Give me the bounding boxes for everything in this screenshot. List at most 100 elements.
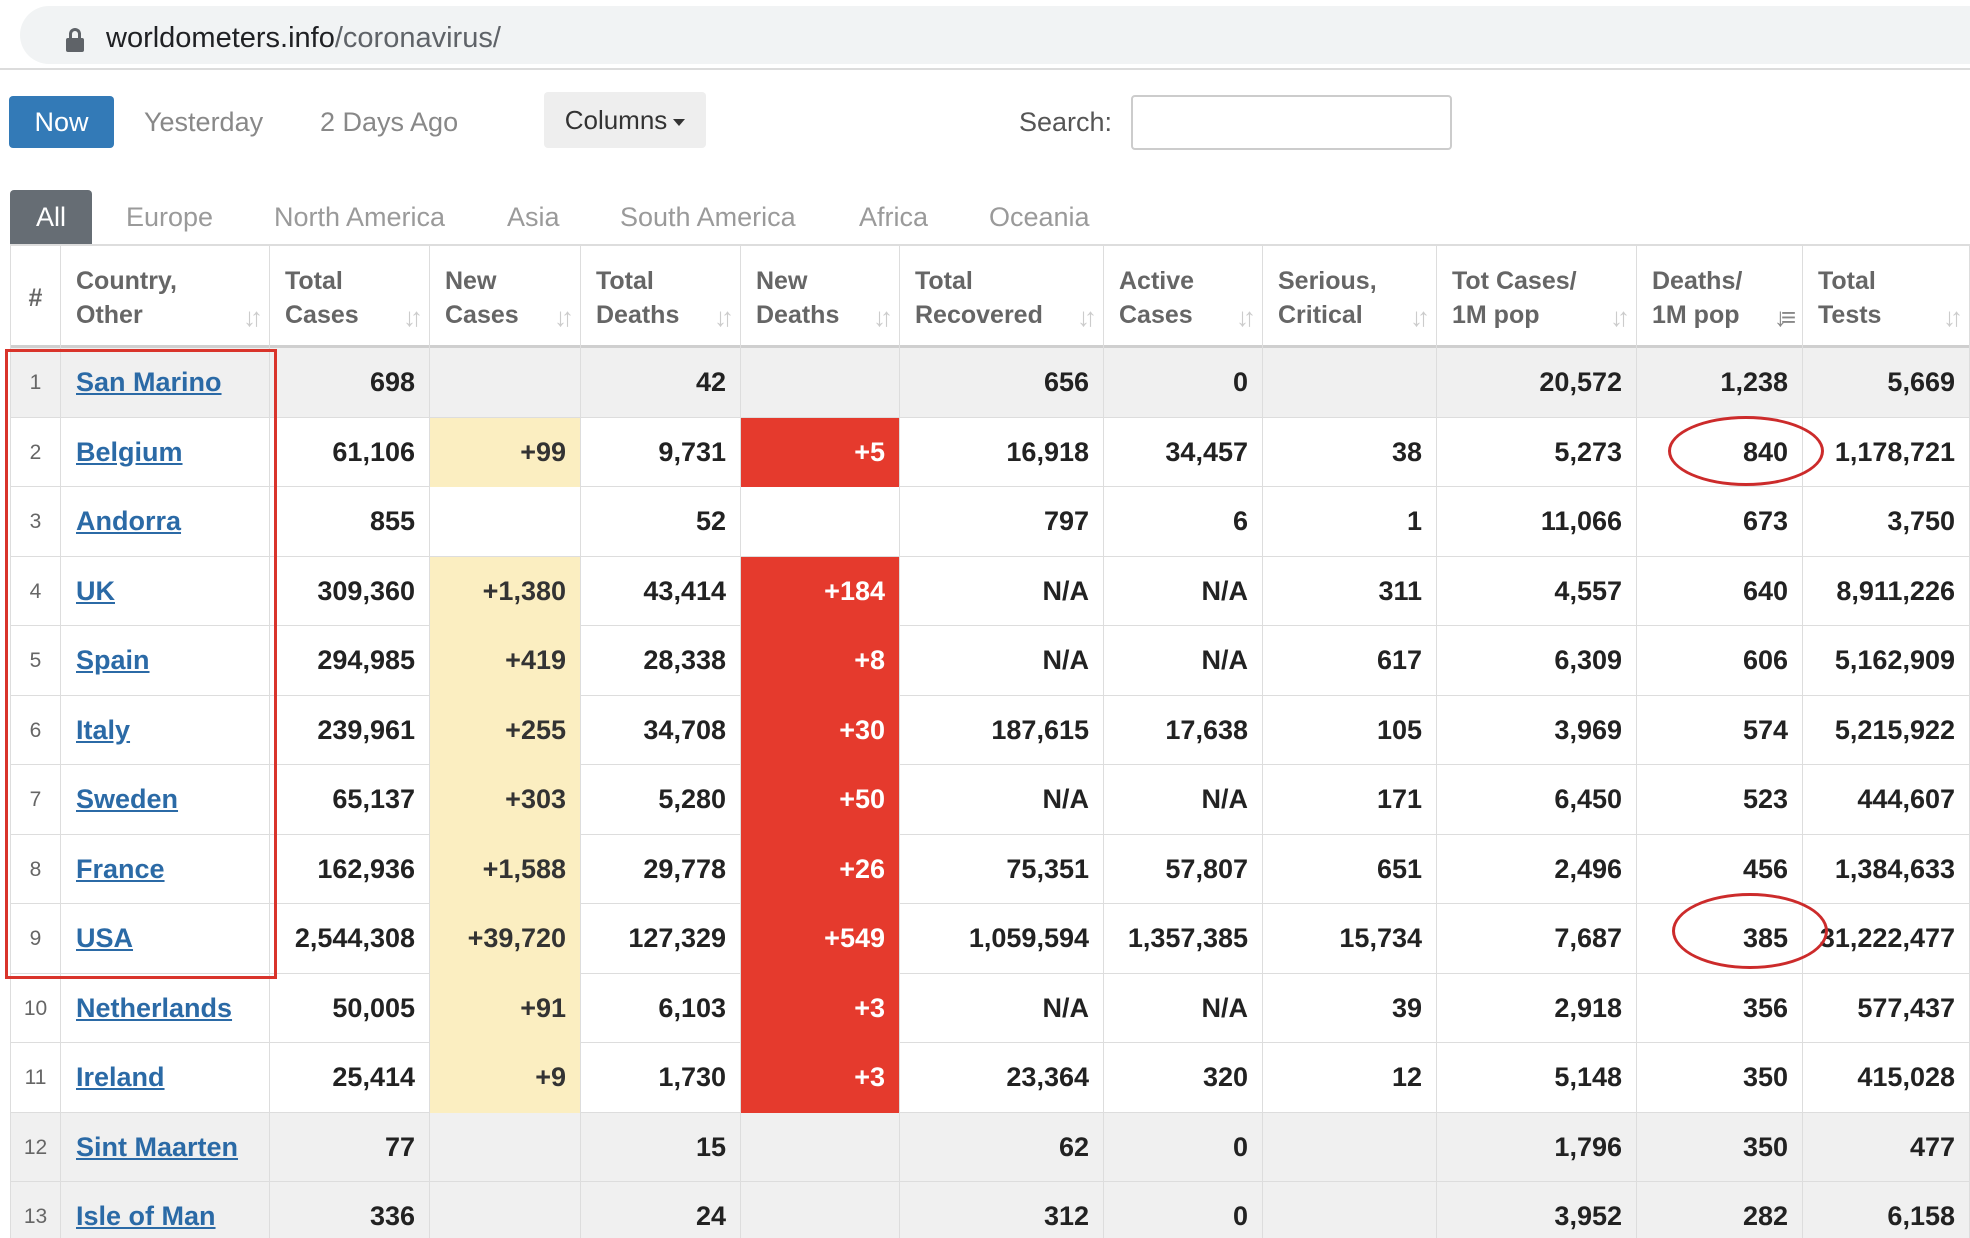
table-row: 6 Italy 239,961 +255 34,708 +30 187,615 17,638 1… <box>10 695 1970 765</box>
table-cell: 673 <box>1637 487 1803 557</box>
table-cell: 34,457 <box>1104 417 1263 487</box>
tab-south-america[interactable]: South America <box>620 202 796 232</box>
country-link[interactable]: Andorra <box>76 506 182 536</box>
country-link[interactable]: UK <box>76 575 115 606</box>
sort-arrows-icon[interactable]: ↓≡ <box>1773 302 1796 332</box>
table-cell: 7,687 <box>1437 904 1637 974</box>
country-link[interactable]: Spain <box>76 645 150 675</box>
country-link[interactable]: Isle of Man <box>76 1201 216 1231</box>
country-link[interactable]: San Marino <box>76 367 222 397</box>
sort-arrows-icon[interactable]: ↓↑ <box>1610 302 1630 332</box>
highlight-ellipse-belgium <box>1668 416 1824 486</box>
table-cell: N/A <box>1104 626 1263 696</box>
country-link[interactable]: Sint Maarten <box>76 1131 239 1162</box>
table-cell: 127,329 <box>581 904 741 974</box>
tab-africa[interactable]: Africa <box>859 202 929 232</box>
now-button[interactable]: Now <box>9 96 114 148</box>
country-link[interactable]: USA <box>76 923 134 953</box>
column-header[interactable]: Active Cases ↓↑ <box>1104 246 1263 350</box>
search-input[interactable] <box>1131 95 1452 150</box>
table-cell: +303 <box>430 765 581 835</box>
two-days-ago-link[interactable]: 2 Days Ago <box>320 107 459 137</box>
tab-oceania[interactable]: Oceania <box>989 202 1090 232</box>
table-cell: 23,364 <box>900 1043 1104 1113</box>
columns-dropdown-button[interactable]: Columns <box>544 92 706 148</box>
tab-asia[interactable]: Asia <box>507 202 560 232</box>
column-header[interactable]: Total Tests ↓↑ <box>1803 246 1970 350</box>
header-label: Cases <box>1119 301 1193 329</box>
table-cell: 5,669 <box>1803 348 1970 418</box>
yesterday-link[interactable]: Yesterday <box>144 107 264 137</box>
column-header[interactable]: # <box>10 246 61 350</box>
column-header[interactable]: Total Deaths ↓↑ <box>581 246 741 350</box>
table-cell: 3,952 <box>1437 1182 1637 1238</box>
table-cell: 162,936 <box>270 834 430 904</box>
column-header[interactable]: New Deaths ↓↑ <box>741 246 900 350</box>
country-link[interactable]: Netherlands <box>76 992 233 1023</box>
table-cell: 6,309 <box>1437 626 1637 696</box>
table-cell: 1,238 <box>1637 348 1803 418</box>
column-header[interactable]: Tot Cases/1M pop ↓↑ <box>1437 246 1637 350</box>
country-link[interactable]: Italy <box>76 714 131 745</box>
table-cell: 65,137 <box>270 765 430 835</box>
table-cell: +39,720 <box>430 904 581 974</box>
table-cell: +419 <box>430 626 581 696</box>
table-cell: 606 <box>1637 626 1803 696</box>
column-header[interactable]: Serious, Critical ↓↑ <box>1263 246 1437 350</box>
search-label: Search: <box>1019 107 1113 137</box>
country-link[interactable]: Belgium <box>76 436 183 467</box>
country-cell: San Marino <box>61 348 270 418</box>
table-cell: N/A <box>1104 973 1263 1043</box>
sort-arrows-icon[interactable]: ↓↑ <box>714 302 734 332</box>
table-cell <box>741 1112 900 1182</box>
table-cell: +9 <box>430 1043 581 1113</box>
table-cell <box>430 348 581 418</box>
table-cell: +99 <box>430 417 581 487</box>
country-link[interactable]: France <box>76 853 165 884</box>
url-field[interactable]: worldometers.info/coronavirus/ <box>20 6 1970 64</box>
sort-arrows-icon[interactable]: ↓↑ <box>1077 302 1097 332</box>
column-header[interactable]: New Cases ↓↑ <box>430 246 581 350</box>
sort-arrows-icon[interactable]: ↓↑ <box>403 302 423 332</box>
column-header[interactable]: Deaths/1M pop ↓≡ <box>1637 246 1803 350</box>
table-row: 5 Spain 294,985 +419 28,338 +8 N/A N/A 617 6,309 6… <box>10 626 1970 696</box>
table-cell: 6,158 <box>1803 1182 1970 1238</box>
column-header[interactable]: Total Cases ↓↑ <box>270 246 430 350</box>
table-cell: 797 <box>900 487 1104 557</box>
column-header[interactable]: Country, Other ↓↑ <box>61 246 270 350</box>
table-cell: 309,360 <box>270 556 430 626</box>
table-cell: 31,222,477 <box>1803 904 1970 974</box>
table-cell: 29,778 <box>581 834 741 904</box>
tab-north-america[interactable]: North America <box>274 202 446 232</box>
table-cell: 356 <box>1637 973 1803 1043</box>
table-cell: 62 <box>900 1112 1104 1182</box>
table-row: 13 Isle of Man 336 24 312 0 3,952 282 6,158 <box>10 1182 1970 1238</box>
column-header[interactable]: Total Recovered ↓↑ <box>900 246 1104 350</box>
tab-europe[interactable]: Europe <box>126 202 214 232</box>
highlight-ellipse-usa <box>1672 893 1828 969</box>
table-cell: 2,918 <box>1437 973 1637 1043</box>
header-label: Total <box>915 267 973 295</box>
table-cell: 4,557 <box>1437 556 1637 626</box>
sort-arrows-icon[interactable]: ↓↑ <box>1410 302 1430 332</box>
country-link[interactable]: Ireland <box>76 1062 165 1092</box>
tab-all[interactable]: All <box>10 190 92 246</box>
sort-arrows-icon[interactable]: ↓↑ <box>554 302 574 332</box>
table-cell: N/A <box>900 556 1104 626</box>
table-row: 4 UK 309,360 +1,380 43,414 +184 N/A N/A 311 4,557… <box>10 556 1970 626</box>
table-row: 3 Andorra 855 52 797 6 1 11,066 673 3,750 <box>10 487 1970 557</box>
sort-arrows-icon[interactable]: ↓↑ <box>1236 302 1256 332</box>
table-cell: N/A <box>900 626 1104 696</box>
table-cell: 171 <box>1263 765 1437 835</box>
rank-cell: 5 <box>10 626 61 696</box>
table-cell: 3,750 <box>1803 487 1970 557</box>
sort-arrows-icon[interactable]: ↓↑ <box>1943 302 1963 332</box>
table-row: 1 San Marino 698 42 656 0 20,572 1,238 5,669 <box>10 348 1970 418</box>
table-cell <box>430 1112 581 1182</box>
sort-arrows-icon[interactable]: ↓↑ <box>243 302 263 332</box>
sort-arrows-icon[interactable]: ↓↑ <box>873 302 893 332</box>
country-link[interactable]: Sweden <box>76 784 179 814</box>
table-cell: 57,807 <box>1104 834 1263 904</box>
header-label: Deaths/ <box>1652 267 1743 295</box>
url-text[interactable]: worldometers.info/coronavirus/ <box>106 22 501 55</box>
